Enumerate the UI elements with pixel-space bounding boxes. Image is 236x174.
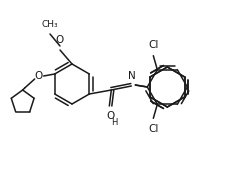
Text: O: O bbox=[106, 111, 114, 121]
Text: Cl: Cl bbox=[148, 124, 159, 134]
Text: CH₃: CH₃ bbox=[42, 20, 58, 29]
Text: O: O bbox=[55, 35, 63, 45]
Text: Cl: Cl bbox=[148, 40, 159, 50]
Text: O: O bbox=[34, 71, 43, 81]
Text: H: H bbox=[111, 118, 118, 127]
Text: N: N bbox=[128, 71, 136, 81]
